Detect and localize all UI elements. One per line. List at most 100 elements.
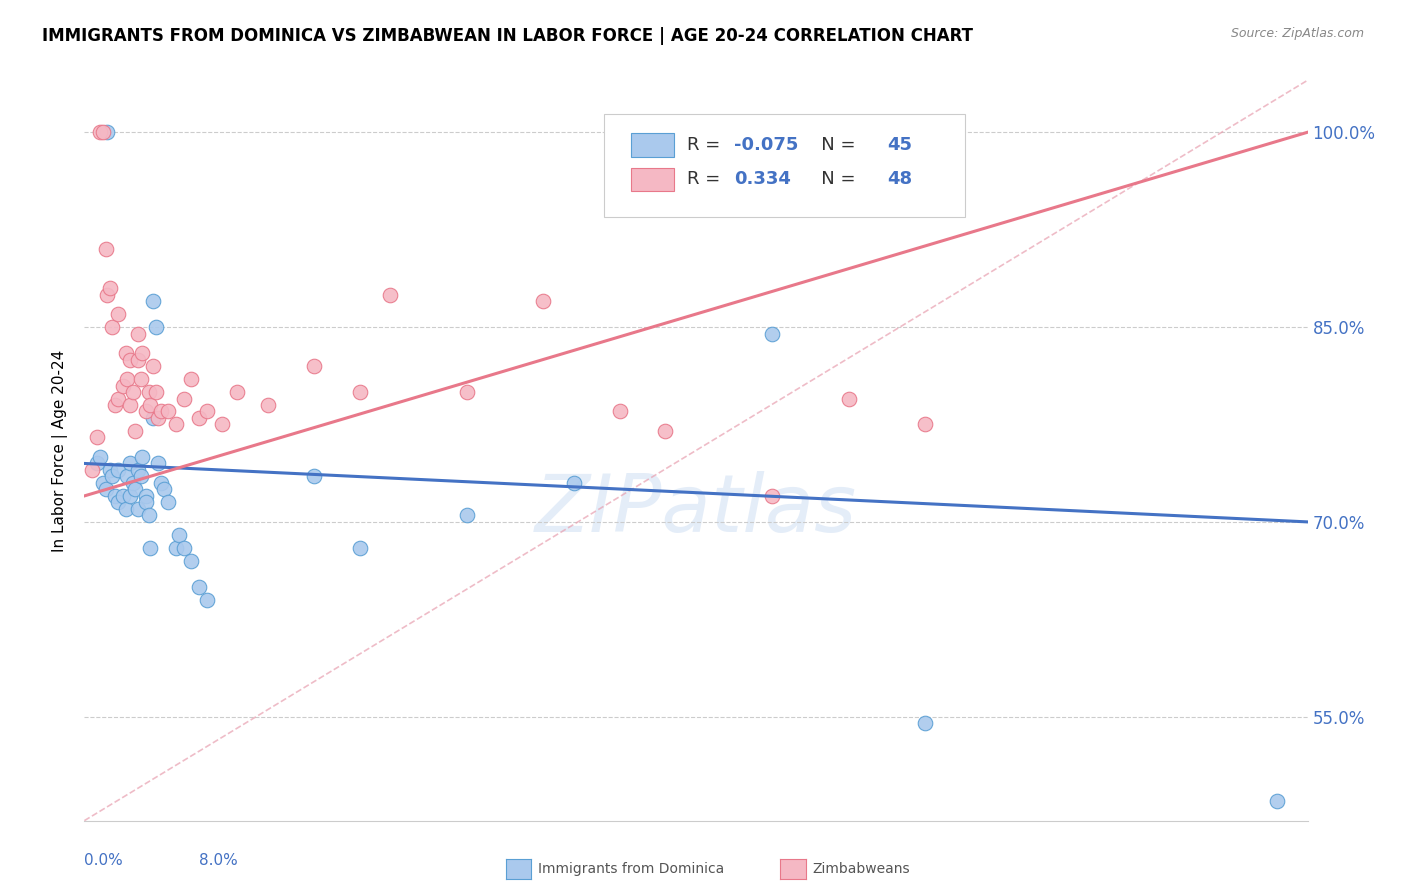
Point — [173, 392, 195, 406]
Point — [124, 483, 146, 497]
Point — [302, 359, 325, 373]
Point — [149, 404, 172, 418]
Point — [157, 495, 180, 509]
Point — [101, 320, 124, 334]
Point — [120, 489, 142, 503]
Text: Zimbabweans: Zimbabweans — [813, 862, 910, 876]
Point — [111, 378, 134, 392]
Point — [107, 392, 129, 406]
Point — [142, 294, 165, 309]
Point — [115, 372, 138, 386]
FancyBboxPatch shape — [631, 168, 673, 191]
Point — [107, 463, 129, 477]
Point — [101, 469, 124, 483]
Point — [131, 346, 153, 360]
Point — [120, 398, 142, 412]
Point — [104, 398, 127, 412]
Text: R =: R = — [688, 170, 733, 188]
Point — [211, 417, 233, 432]
Y-axis label: In Labor Force | Age 20-24: In Labor Force | Age 20-24 — [52, 350, 69, 551]
Point — [1265, 794, 1288, 808]
Point — [531, 294, 554, 309]
Point — [89, 450, 111, 464]
Text: 8.0%: 8.0% — [198, 853, 238, 868]
Point — [94, 483, 117, 497]
Text: Source: ZipAtlas.com: Source: ZipAtlas.com — [1230, 27, 1364, 40]
Point — [142, 359, 165, 373]
Text: N =: N = — [804, 136, 860, 153]
Point — [104, 489, 127, 503]
Point — [180, 554, 202, 568]
Point — [146, 457, 169, 471]
Point — [127, 502, 149, 516]
Text: ZIPatlas: ZIPatlas — [534, 471, 858, 549]
Point — [114, 346, 136, 360]
Point — [131, 450, 153, 464]
Point — [838, 392, 860, 406]
Point — [127, 463, 149, 477]
Point — [149, 475, 172, 490]
Text: R =: R = — [688, 136, 727, 153]
Point — [167, 528, 190, 542]
Point — [146, 411, 169, 425]
Point — [914, 716, 936, 731]
Point — [349, 384, 371, 399]
Point — [142, 411, 165, 425]
Point — [107, 307, 129, 321]
Point — [188, 580, 211, 594]
Point — [120, 352, 142, 367]
Text: 45: 45 — [887, 136, 912, 153]
Point — [129, 469, 152, 483]
Point — [129, 372, 152, 386]
Point — [173, 541, 195, 555]
Point — [135, 404, 157, 418]
Point — [609, 404, 631, 418]
FancyBboxPatch shape — [631, 133, 673, 156]
Point — [91, 125, 114, 139]
Text: 0.0%: 0.0% — [84, 853, 124, 868]
Point — [456, 508, 478, 523]
Text: -0.075: -0.075 — [734, 136, 799, 153]
Point — [562, 475, 585, 490]
Point — [107, 495, 129, 509]
Point — [96, 125, 118, 139]
Point — [914, 417, 936, 432]
Point — [257, 398, 280, 412]
Point — [115, 469, 138, 483]
Point — [86, 430, 108, 444]
Point — [96, 287, 118, 301]
Point — [761, 489, 783, 503]
Point — [135, 489, 157, 503]
Point — [111, 489, 134, 503]
Point — [135, 495, 157, 509]
Text: 48: 48 — [887, 170, 912, 188]
Point — [98, 463, 121, 477]
Point — [91, 475, 114, 490]
Point — [302, 469, 325, 483]
FancyBboxPatch shape — [605, 113, 965, 218]
Point — [349, 541, 371, 555]
Text: Immigrants from Dominica: Immigrants from Dominica — [538, 862, 724, 876]
Point — [80, 463, 103, 477]
Point — [456, 384, 478, 399]
Point — [139, 541, 162, 555]
Point — [114, 502, 136, 516]
Point — [380, 287, 402, 301]
Point — [153, 483, 176, 497]
Text: 0.334: 0.334 — [734, 170, 790, 188]
Point — [86, 457, 108, 471]
Point — [195, 592, 218, 607]
Point — [127, 352, 149, 367]
Point — [122, 384, 145, 399]
Point — [98, 281, 121, 295]
Point — [180, 372, 202, 386]
Point — [157, 404, 180, 418]
Point — [761, 326, 783, 341]
Point — [124, 424, 146, 438]
Point — [165, 417, 187, 432]
Point — [654, 424, 676, 438]
Point — [122, 475, 145, 490]
Point — [226, 384, 249, 399]
Point — [145, 384, 167, 399]
Point — [188, 411, 211, 425]
